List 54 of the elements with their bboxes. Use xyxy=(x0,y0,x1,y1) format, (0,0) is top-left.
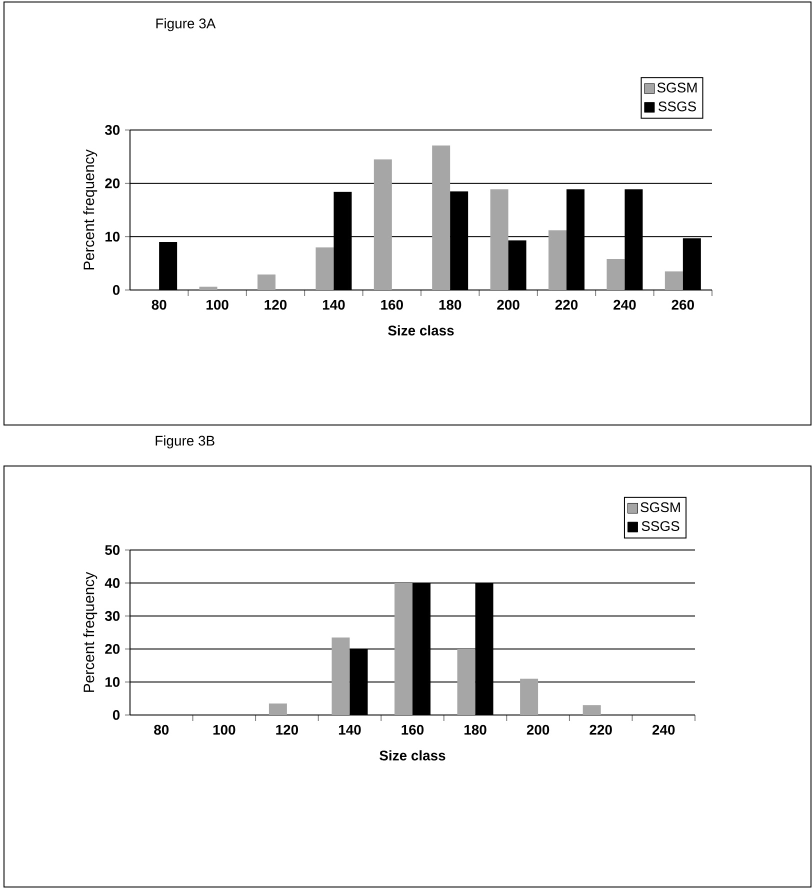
x-tick-label: 140 xyxy=(322,300,345,310)
y-tick-label: 30 xyxy=(104,125,120,135)
bar xyxy=(664,271,683,290)
y-tick-label: 0 xyxy=(112,710,120,720)
x-tick-label: 200 xyxy=(526,724,550,735)
y-tick-label: 30 xyxy=(104,611,120,621)
x-tick-label: 80 xyxy=(154,724,169,735)
x-tick-label: 260 xyxy=(672,300,694,310)
x-tick-label: 160 xyxy=(402,724,424,735)
x-tick-label: 240 xyxy=(652,724,675,735)
y-axis-title: Percent frequency xyxy=(83,149,98,270)
x-tick-label: 180 xyxy=(464,724,486,735)
x-axis-title: Size class xyxy=(388,325,454,336)
x-tick-label: 120 xyxy=(276,724,298,735)
y-axis-title: Percent frequency xyxy=(83,572,98,692)
bar xyxy=(582,705,601,715)
bar xyxy=(258,274,276,290)
bar xyxy=(490,189,508,290)
x-tick-label: 180 xyxy=(439,300,462,310)
y-tick-label: 50 xyxy=(105,545,120,555)
bar xyxy=(548,230,567,290)
y-tick-label: 10 xyxy=(106,677,120,687)
legend-label: SGSM xyxy=(640,502,680,512)
bar xyxy=(332,637,350,715)
bar xyxy=(606,259,625,290)
x-tick-label: 140 xyxy=(338,724,361,735)
x-tick-label: 220 xyxy=(555,300,578,310)
y-tick-label: 0 xyxy=(112,285,120,295)
bar xyxy=(457,648,476,715)
bar xyxy=(432,145,450,290)
chart-title: Figure 3A xyxy=(156,18,216,32)
x-axis-title: Size class xyxy=(380,750,446,760)
x-tick-label: 240 xyxy=(614,300,636,310)
bar xyxy=(199,286,218,290)
legend-label: SSGS xyxy=(658,101,696,112)
y-tick-label: 40 xyxy=(104,578,120,588)
x-tick-label: 220 xyxy=(590,724,612,735)
x-tick-label: 80 xyxy=(152,300,166,310)
bar xyxy=(374,159,392,290)
x-tick-label: 100 xyxy=(213,724,236,735)
y-tick-label: 20 xyxy=(105,178,120,188)
x-tick-label: 160 xyxy=(381,300,403,310)
x-tick-label: 120 xyxy=(264,300,287,310)
x-tick-label: 100 xyxy=(206,300,228,310)
chart-title: Figure 3B xyxy=(156,435,214,448)
bar xyxy=(316,247,334,290)
bar xyxy=(268,703,287,715)
legend-label: SSGS xyxy=(642,521,680,531)
x-tick-label: 200 xyxy=(497,300,520,310)
bar xyxy=(394,582,412,715)
y-tick-label: 10 xyxy=(106,232,120,242)
legend-label: SGSM xyxy=(657,82,697,93)
y-tick-label: 20 xyxy=(105,644,120,654)
bar xyxy=(520,678,538,715)
